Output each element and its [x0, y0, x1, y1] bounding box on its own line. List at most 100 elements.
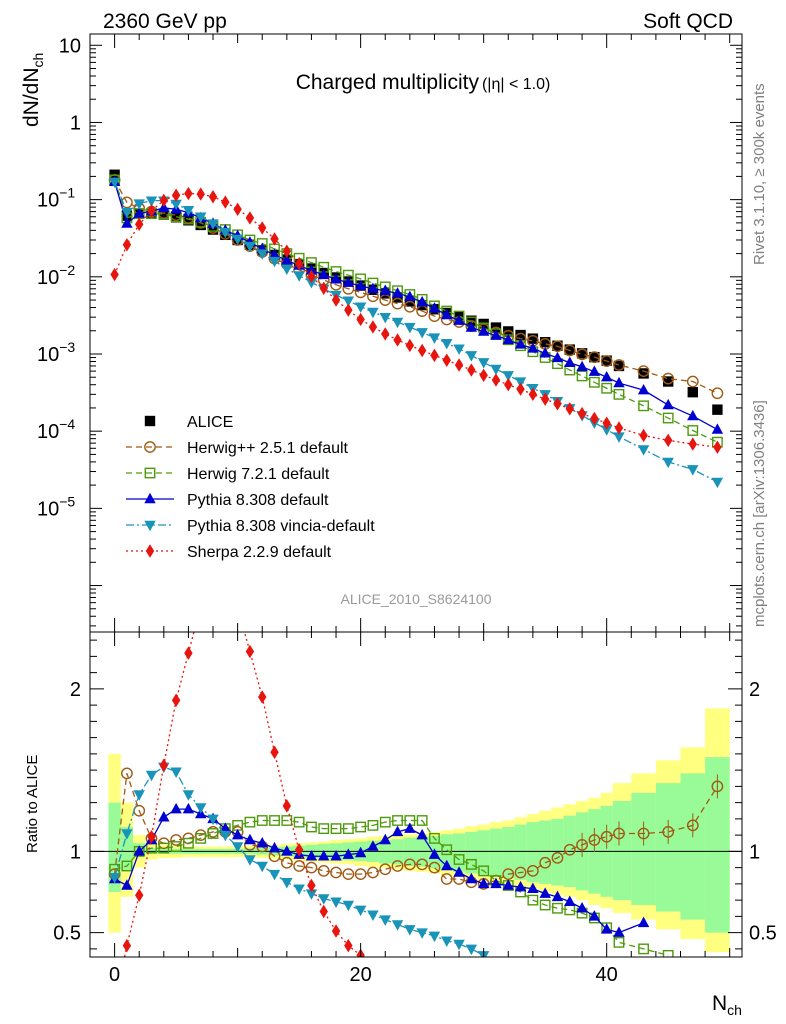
ratio-point-pythia-8-308-default [588, 910, 601, 921]
data-point-sherpa-2-2-9-default [171, 188, 181, 202]
data-point-sherpa-2-2-9-default [208, 190, 218, 204]
data-point-pythia-8-308-default [576, 360, 588, 372]
ratio-point-herwig-7-2-1-default [453, 854, 465, 865]
data-point-pythia-8-308-vincia-default [207, 219, 219, 230]
data-point-sherpa-2-2-9-default [565, 402, 574, 416]
ratio-point-pythia-8-308-default [465, 872, 478, 884]
data-point-herwig-2-5-1-default [403, 300, 416, 313]
band-segment [120, 827, 134, 871]
band-segment [502, 827, 515, 879]
legend-marker [145, 544, 155, 558]
ratio-point-pythia-8-308-default [404, 822, 416, 833]
data-point-alice [183, 215, 194, 226]
data-point-pythia-8-308-default [121, 217, 133, 228]
ratio-point-herwig-7-2-1-default [392, 815, 403, 826]
data-point-herwig-2-5-1-default [391, 297, 404, 310]
y-tick-label: 10 [59, 35, 81, 57]
data-point-sherpa-2-2-9-default [430, 348, 439, 363]
data-point-herwig-7-2-1-default [613, 388, 625, 400]
data-point-herwig-7-2-1-default [588, 376, 600, 388]
data-point-pythia-8-308-default [588, 365, 601, 376]
ratio-point-herwig-7-2-1-default [269, 815, 280, 826]
ratio-axes: 0.5 0.51 12 20 20 40 [53, 631, 777, 986]
data-point-pythia-8-308-default [391, 287, 404, 298]
data-point-pythia-8-308-vincia-default [637, 445, 650, 456]
data-point-sherpa-2-2-9-default [504, 378, 513, 392]
data-point-pythia-8-308-vincia-default [342, 296, 355, 307]
legend: ALICE Herwig++ 2.5.1 default Herwig 7.2.1 … [126, 414, 375, 561]
legend-marker [144, 492, 156, 504]
ratio-point-pythia-8-308-default [244, 833, 256, 845]
y-axis-label-sub: ch [30, 53, 46, 68]
data-point-sherpa-2-2-9-default [590, 411, 599, 426]
ratio-point-pythia-8-308-vincia-default [354, 905, 367, 917]
header-left: 2360 GeV pp [103, 10, 227, 33]
chart-title: Charged multiplicity (|η| < 1.0) [296, 71, 551, 94]
band-segment [440, 834, 453, 871]
ratio-point-pythia-8-308-vincia-default [133, 790, 145, 801]
data-point-pythia-8-308-vincia-default [121, 207, 133, 219]
ratio-point-pythia-8-308-default [268, 841, 281, 853]
data-point-pythia-8-308-vincia-default [182, 205, 195, 217]
ratio-point-herwig-7-2-1-default [170, 841, 182, 852]
legend-marker [144, 441, 156, 453]
y-tick-label-exp: −5 [59, 493, 75, 509]
y-axis-label: dN/dNch [20, 53, 46, 127]
ratio-point-pythia-8-308-default [158, 811, 170, 822]
ratio-point-pythia-8-308-default [170, 802, 182, 814]
data-point-pythia-8-308-default [527, 342, 539, 353]
data-point-pythia-8-308-vincia-default [231, 234, 244, 246]
ratio-point-sherpa-2-2-9-default [294, 843, 304, 857]
data-point-pythia-8-308-vincia-default [490, 364, 502, 376]
data-point-pythia-8-308-vincia-default [416, 328, 428, 339]
x-axis-label-main: N [712, 992, 727, 1015]
data-point-pythia-8-308-default [502, 333, 514, 345]
ratio-point-herwig-7-2-1-default [306, 821, 317, 833]
y-tick-label-base: 10 [37, 421, 59, 443]
data-point-pythia-8-308-default [564, 356, 576, 367]
data-point-pythia-8-308-vincia-default [305, 278, 318, 289]
data-point-pythia-8-308-default [637, 383, 650, 395]
ratio-point-herwig-7-2-1-default [330, 823, 342, 835]
band-segment [539, 820, 552, 884]
ratio-point-pythia-8-308-default [391, 825, 404, 837]
data-point-pythia-8-308-vincia-default [281, 264, 293, 276]
ratio-point-pythia-8-308-vincia-default [256, 861, 268, 873]
ratio-point-pythia-8-308-default [367, 840, 379, 851]
ratio-point-pythia-8-308-vincia-default [293, 884, 305, 895]
data-point-herwig-7-2-1-default [601, 382, 613, 394]
ratio-point-herwig-7-2-1-default [367, 819, 379, 831]
data-point-sherpa-2-2-9-default [688, 437, 697, 451]
data-point-sherpa-2-2-9-default [307, 269, 316, 284]
ratio-point-pythia-8-308-default [576, 902, 588, 913]
data-point-sherpa-2-2-9-default [528, 387, 538, 402]
y-tick-label-base: 10 [37, 190, 59, 212]
ratio-point-pythia-8-308-default [600, 923, 613, 934]
data-point-sherpa-2-2-9-default [663, 433, 673, 448]
ratio-point-pythia-8-308-vincia-default [108, 873, 121, 884]
ratio-point-herwig-2-5-1-default [280, 856, 293, 869]
ratio-point-herwig-2-5-1-default [391, 860, 404, 872]
data-point-pythia-8-308-default [379, 284, 391, 295]
band-segment [489, 828, 503, 877]
ratio-point-pythia-8-308-default [231, 828, 244, 840]
data-point-alice [195, 219, 206, 231]
data-point-pythia-8-308-default [305, 264, 318, 275]
analysis-label: ALICE_2010_S8624100 [340, 591, 491, 607]
ratio-point-herwig-2-5-1-default [0, 729, 5, 739]
legend-label: Pythia 8.308 vincia-default [187, 518, 375, 535]
ratio-point-pythia-8-308-vincia-default [281, 878, 293, 889]
ratio-point-herwig-2-5-1-default [170, 834, 183, 846]
ratio-panel: 0.5 0.51 12 20 20 40 Ratio to ALICE Nch [0, 631, 777, 1018]
y-tick-label-exp: −3 [59, 339, 75, 355]
data-point-pythia-8-308-vincia-default [219, 227, 232, 239]
ratio-point-herwig-2-5-1-default [305, 861, 318, 874]
ratio-point-herwig-2-5-1-default [293, 860, 306, 872]
band-segment [514, 824, 527, 880]
data-point-herwig-2-5-1-default [551, 340, 564, 353]
data-point-pythia-8-308-default [662, 398, 674, 410]
data-point-pythia-8-308-default [465, 321, 478, 332]
ratio-series-pythia-8-308-default [108, 802, 650, 937]
data-point-sherpa-2-2-9-default [294, 256, 304, 271]
data-point-sherpa-2-2-9-default [122, 238, 132, 252]
